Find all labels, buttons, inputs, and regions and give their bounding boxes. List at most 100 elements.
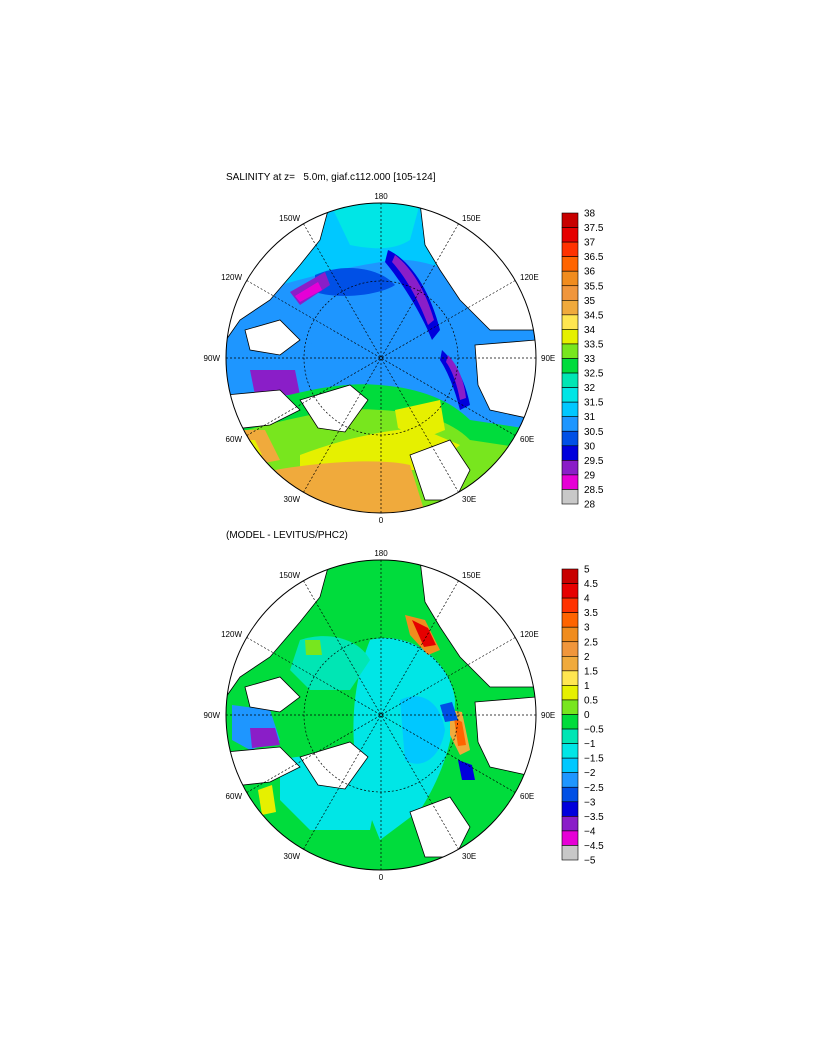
salinity-colorbar-label: 35.5: [584, 281, 604, 292]
difference-colorbar: 5 4.5 4 3.5 3 2.5 2 1.5 1 0.5 0 −0.5 −1 −1.5 −2 −2.5 −3 −…: [561, 565, 604, 867]
label-0: 0: [379, 516, 384, 525]
label-60w-diff: 60W: [226, 792, 243, 801]
salinity-colorbar-swatch: [561, 372, 579, 388]
salinity-colorbar-label: 28: [584, 500, 596, 511]
salinity-colorbar-swatch: [561, 299, 579, 316]
salinity-colorbar-label: 37.5: [584, 223, 604, 234]
label-120w-diff: 120W: [221, 630, 242, 639]
label-120w: 120W: [221, 273, 242, 282]
salinity-colorbar-label: 30.5: [584, 427, 604, 438]
salinity-map: 180 0 90E 90W 150E 150W 120E 120W 60E 60…: [204, 192, 556, 525]
label-180-diff: 180: [374, 549, 388, 558]
salinity-colorbar-swatch: [561, 416, 579, 432]
difference-colorbar-swatch: [561, 743, 579, 759]
salinity-colorbar-label: 31: [584, 412, 596, 423]
difference-colorbar-label: 4.5: [584, 579, 598, 590]
salinity-graticule: [226, 203, 536, 513]
salinity-colorbar-label: 29: [584, 470, 596, 481]
difference-colorbar-label: 0: [584, 710, 590, 721]
salinity-colorbar-label: 34.5: [584, 310, 604, 321]
difference-colorbar-label: 5: [584, 565, 590, 576]
difference-colorbar-swatch: [561, 772, 579, 788]
difference-colorbar-label: −1: [584, 739, 596, 750]
salinity-colorbar-label: 38: [584, 209, 596, 220]
difference-colorbar-swatch: [561, 845, 579, 861]
difference-colorbar-label: −1.5: [584, 754, 604, 765]
label-150e-diff: 150E: [462, 571, 481, 580]
difference-colorbar-swatch: [561, 816, 579, 832]
salinity-colorbar-label: 32: [584, 383, 596, 394]
salinity-colorbar-label: 28.5: [584, 485, 604, 496]
salinity-colorbar-label: 35: [584, 296, 596, 307]
salinity-colorbar-swatch: [561, 227, 579, 243]
difference-colorbar-label: 3: [584, 623, 590, 634]
label-60e: 60E: [520, 435, 534, 444]
label-120e-diff: 120E: [520, 630, 539, 639]
difference-colorbar-label: 3.5: [584, 608, 598, 619]
salinity-colorbar-label: 36: [584, 267, 596, 278]
label-150w: 150W: [279, 214, 300, 223]
label-150e: 150E: [462, 214, 481, 223]
salinity-colorbar-swatch: [561, 314, 579, 330]
salinity-colorbar-swatch: [561, 401, 579, 417]
difference-colorbar-swatch: [561, 612, 579, 628]
salinity-colorbar-label: 31.5: [584, 398, 604, 409]
difference-colorbar-swatch: [561, 757, 579, 774]
salinity-colorbar-swatch: [561, 474, 579, 490]
salinity-colorbar-label: 33: [584, 354, 596, 365]
salinity-colorbar-swatch: [561, 358, 579, 374]
label-30w-diff: 30W: [284, 852, 301, 861]
difference-colorbar-label: 1.5: [584, 666, 598, 677]
difference-graticule: [226, 560, 536, 870]
label-180: 180: [374, 192, 388, 201]
salinity-map-border: [225, 202, 537, 514]
difference-colorbar-swatch: [561, 830, 579, 846]
salinity-colorbar-label: 33.5: [584, 339, 604, 350]
label-60w: 60W: [226, 435, 243, 444]
difference-colorbar-label: 2: [584, 652, 590, 663]
label-90e-diff: 90E: [541, 711, 555, 720]
difference-colorbar-label: −0.5: [584, 725, 604, 736]
salinity-colorbar-swatch: [561, 445, 579, 461]
label-30e: 30E: [462, 495, 476, 504]
difference-map-border: [225, 559, 537, 871]
difference-colorbar-swatch: [561, 699, 579, 715]
difference-colorbar-swatch: [561, 626, 579, 643]
salinity-colorbar-swatch: [561, 256, 579, 272]
salinity-colorbar: 38 37.5 37 36.5 36 35.5 35 34.5 34 33.5 33 32.5 32 31…: [561, 209, 604, 511]
label-120e: 120E: [520, 273, 539, 282]
salinity-colorbar-swatch: [561, 343, 579, 359]
salinity-colorbar-swatch: [561, 285, 579, 301]
salinity-colorbar-swatch: [561, 270, 579, 287]
difference-colorbar-label: 2.5: [584, 637, 598, 648]
difference-colorbar-swatch: [561, 786, 579, 803]
difference-colorbar-swatch: [561, 685, 579, 701]
panel-title-difference: (MODEL - LEVITUS/PHC2): [226, 530, 348, 541]
difference-colorbar-label: −2.5: [584, 783, 604, 794]
difference-colorbar-label: −2: [584, 768, 596, 779]
difference-colorbar-swatch: [561, 583, 579, 599]
label-90e: 90E: [541, 354, 555, 363]
difference-colorbar-swatch: [561, 597, 579, 613]
difference-colorbar-label: −5: [584, 856, 596, 867]
difference-colorbar-label: −4: [584, 826, 596, 837]
land-masses: [226, 203, 536, 501]
salinity-colorbar-label: 29.5: [584, 456, 604, 467]
difference-colorbar-label: −3: [584, 797, 596, 808]
salinity-colorbar-label: 30: [584, 441, 596, 452]
salinity-colorbar-label: 36.5: [584, 252, 604, 263]
salinity-colorbar-swatch: [561, 460, 579, 476]
difference-colorbar-label: −3.5: [584, 812, 604, 823]
salinity-colorbar-label: 34: [584, 325, 596, 336]
label-90w: 90W: [204, 354, 221, 363]
label-60e-diff: 60E: [520, 792, 534, 801]
salinity-colorbar-swatch: [561, 430, 579, 447]
difference-colorbar-label: −4.5: [584, 841, 604, 852]
salinity-colorbar-swatch: [561, 241, 579, 257]
label-30e-diff: 30E: [462, 852, 476, 861]
difference-map: 180 0 90E 90W 150E 150W 120E 120W 60E 60…: [204, 549, 556, 882]
difference-colorbar-swatch: [561, 728, 579, 744]
label-150w-diff: 150W: [279, 571, 300, 580]
salinity-colorbar-swatch: [561, 329, 579, 345]
